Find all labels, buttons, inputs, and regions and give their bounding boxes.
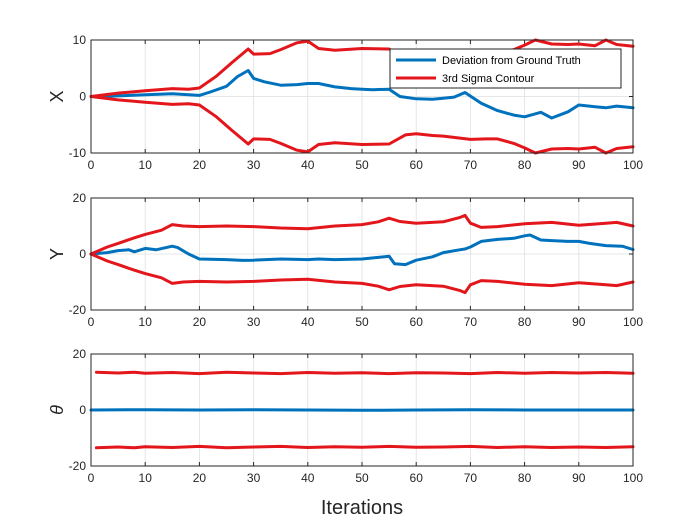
x-tick-label: 10: [139, 158, 153, 172]
series-line-sigma-lower: [94, 444, 635, 450]
series-line-sigma-lower: [89, 95, 635, 155]
x-tick-label: 0: [88, 158, 95, 172]
series-line-sigma-upper: [89, 38, 635, 98]
y-tick-label: 20: [73, 347, 87, 361]
series-line-deviation: [89, 69, 635, 120]
x-tick-label: 30: [247, 471, 261, 485]
series-line-deviation: [89, 233, 635, 267]
x-tick-label: 50: [355, 471, 369, 485]
y-axis-label: θ: [47, 405, 67, 415]
x-tick-label: 20: [193, 471, 207, 485]
x-tick-label: 0: [88, 471, 95, 485]
legend-box: [389, 48, 622, 89]
axes-frame: [90, 197, 634, 311]
x-tick-label: 80: [518, 158, 532, 172]
y-tick-label: -20: [69, 303, 87, 317]
x-tick-label: 40: [301, 315, 315, 329]
x-tick-label: 70: [464, 158, 478, 172]
series-line-sigma-lower: [89, 252, 635, 295]
y-tick-label: -20: [69, 459, 87, 473]
x-tick-label: 70: [464, 471, 478, 485]
x-tick-label: 70: [464, 315, 478, 329]
x-tick-label: 90: [572, 315, 586, 329]
axes-frame: [90, 39, 634, 154]
x-tick-label: 0: [88, 315, 95, 329]
y-axis-label: X: [47, 90, 67, 102]
legend-label: 3rd Sigma Contour: [442, 73, 535, 85]
y-tick-label: 0: [79, 403, 86, 417]
x-tick-label: 90: [572, 158, 586, 172]
x-tick-label: 60: [410, 158, 424, 172]
x-tick-label: 60: [410, 471, 424, 485]
x-tick-label: 40: [301, 158, 315, 172]
x-tick-label: 100: [623, 315, 643, 329]
y-tick-label: 0: [79, 247, 86, 261]
axes-frame: [90, 353, 634, 467]
series-line-sigma-upper: [94, 370, 635, 376]
x-tick-label: 80: [518, 315, 532, 329]
x-tick-label: 30: [247, 158, 261, 172]
x-tick-label: 20: [193, 158, 207, 172]
legend: Deviation from Ground Truth 3rd Sigma Con…: [389, 48, 622, 89]
y-axis-label: Y: [47, 248, 67, 260]
x-tick-label: 100: [623, 471, 643, 485]
legend-label: Deviation from Ground Truth: [442, 55, 581, 67]
x-tick-label: 20: [193, 315, 207, 329]
x-axis-label: Iterations: [321, 497, 403, 519]
x-tick-label: 50: [355, 315, 369, 329]
x-tick-label: 10: [139, 471, 153, 485]
series-line-deviation: [89, 408, 635, 412]
y-tick-label: 20: [73, 191, 87, 205]
y-tick-label: 10: [73, 33, 87, 47]
x-tick-label: 100: [623, 158, 643, 172]
x-tick-label: 40: [301, 471, 315, 485]
x-tick-label: 90: [572, 471, 586, 485]
x-tick-label: 30: [247, 315, 261, 329]
y-tick-label: -10: [69, 146, 87, 160]
series-line-sigma-upper: [89, 213, 635, 256]
x-tick-label: 80: [518, 471, 532, 485]
y-tick-label: 0: [79, 90, 86, 104]
x-tick-label: 10: [139, 315, 153, 329]
x-tick-label: 60: [410, 315, 424, 329]
x-tick-label: 50: [355, 158, 369, 172]
